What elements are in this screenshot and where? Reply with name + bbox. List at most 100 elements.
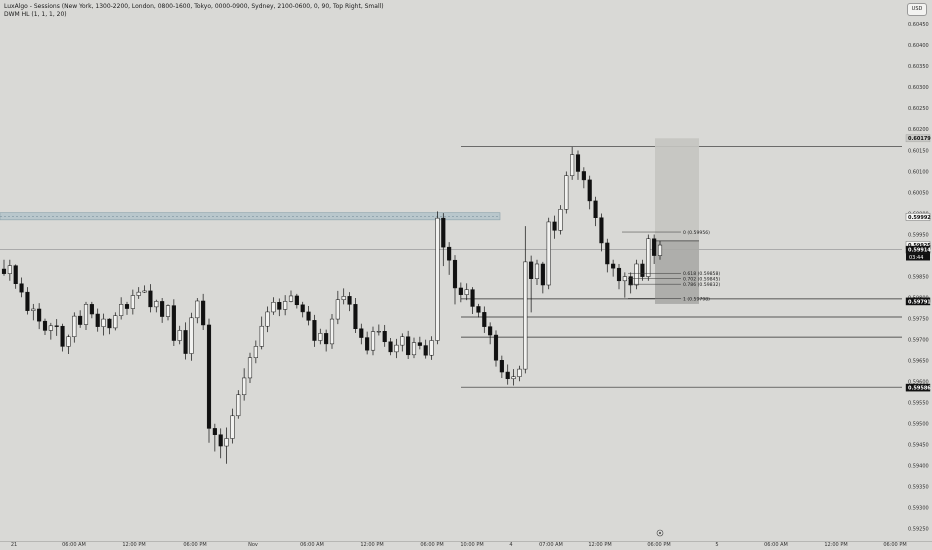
candle [107, 318, 112, 335]
candle-body [622, 276, 627, 282]
candle-body [19, 283, 24, 293]
price-tick-label: 0.59250 [908, 527, 929, 533]
price-tick-label: 0.59750 [908, 316, 929, 322]
candle [464, 283, 469, 301]
candle-body [329, 318, 335, 345]
candle-body [447, 246, 452, 261]
candle [195, 298, 200, 324]
price-badge-label: 0.59992 [908, 215, 931, 221]
candle-body [488, 326, 493, 336]
candle [452, 255, 458, 305]
candle-body [388, 341, 393, 353]
candle-body [89, 304, 94, 315]
price-badge-label: 0.59586 [908, 386, 931, 392]
position-target-zone [655, 138, 699, 241]
candle [306, 306, 311, 326]
countdown-label: 03:44 [909, 255, 923, 261]
candle [253, 340, 258, 364]
candle [1, 259, 7, 276]
candle-body [189, 317, 194, 354]
candle [447, 242, 452, 275]
candle-body [529, 261, 534, 279]
candle-body [171, 305, 176, 341]
candle-body [470, 289, 475, 307]
gear-icon [656, 529, 664, 537]
currency-badge[interactable]: USD [907, 3, 927, 16]
candle [283, 295, 288, 316]
candle-body [575, 154, 581, 172]
candle [575, 150, 581, 180]
candle-body [195, 300, 200, 319]
candle [482, 306, 487, 333]
candle [230, 408, 235, 444]
candle-body [347, 296, 352, 305]
candle [523, 226, 528, 374]
candle-body [48, 325, 53, 331]
candle [160, 298, 165, 323]
candle-body [271, 302, 276, 313]
candle-body [324, 333, 329, 345]
candle-body [31, 308, 36, 311]
candle-body [101, 318, 106, 327]
candle [37, 303, 42, 330]
candle-body [142, 290, 147, 293]
price-tick-label: 0.59650 [908, 359, 929, 365]
candle [476, 303, 481, 318]
price-badge-0.59586 [905, 383, 931, 392]
time-tick-label: Nov [248, 542, 258, 548]
candle [435, 211, 440, 345]
candle-body [294, 295, 299, 306]
candle-body [657, 244, 663, 256]
indicator-legend-sessions[interactable]: LuxAlgo - Sessions (New York, 1300-2200,… [4, 3, 384, 10]
candle [13, 264, 18, 289]
candle [505, 364, 510, 385]
time-tick-label: 5 [715, 542, 718, 548]
candle [529, 255, 534, 313]
candle [19, 277, 24, 298]
time-tick-label: 12:00 PM [360, 542, 383, 548]
candle [616, 263, 622, 290]
candle [312, 314, 317, 347]
price-tick-label: 0.60450 [908, 22, 929, 28]
candle [165, 304, 171, 321]
countdown-badge [906, 253, 930, 261]
candle [493, 330, 499, 367]
fib-label-2: 0.702 (0.59845) [683, 277, 720, 283]
candle-body [247, 357, 253, 379]
candle [271, 297, 276, 315]
time-tick-label: 06:00 AM [62, 542, 86, 548]
candle [224, 427, 229, 464]
indicator-legend-dwm[interactable]: DWM HL (1, 1, 1, 20) [4, 11, 67, 18]
candle [546, 217, 551, 290]
candle-body [652, 238, 657, 256]
price-tick-label: 0.59500 [908, 422, 929, 428]
price-tick-label: 0.59400 [908, 464, 929, 470]
price-badge-label: 0.60179 [908, 136, 931, 142]
candles [1, 146, 663, 464]
candle [382, 324, 387, 347]
candle-body [599, 217, 604, 244]
candle-body [552, 221, 557, 231]
price-tick-label: 0.60200 [908, 127, 929, 133]
candle-body [206, 324, 212, 429]
candle [365, 331, 370, 355]
candle-body [78, 315, 83, 325]
position-stop-zone [655, 240, 699, 304]
candle [329, 314, 335, 349]
candle-body [394, 344, 399, 353]
candle [552, 215, 557, 239]
candle-body [201, 300, 206, 326]
candle [622, 272, 627, 298]
time-axis[interactable]: 21 06:00 AM 12:00 PM 06:00 PM Nov 06:00 AM 12:… [11, 529, 907, 548]
candle [142, 285, 147, 293]
candle-body [341, 296, 346, 300]
candle-body [605, 242, 610, 265]
candle [259, 316, 264, 350]
candle [288, 290, 294, 303]
candle-body [165, 305, 171, 317]
candle [42, 318, 48, 336]
price-axis[interactable]: 0.60450 0.60400 0.60350 0.60300 0.60250 0.602… [905, 22, 931, 533]
candle-body [505, 371, 510, 380]
candle-body [107, 318, 112, 329]
